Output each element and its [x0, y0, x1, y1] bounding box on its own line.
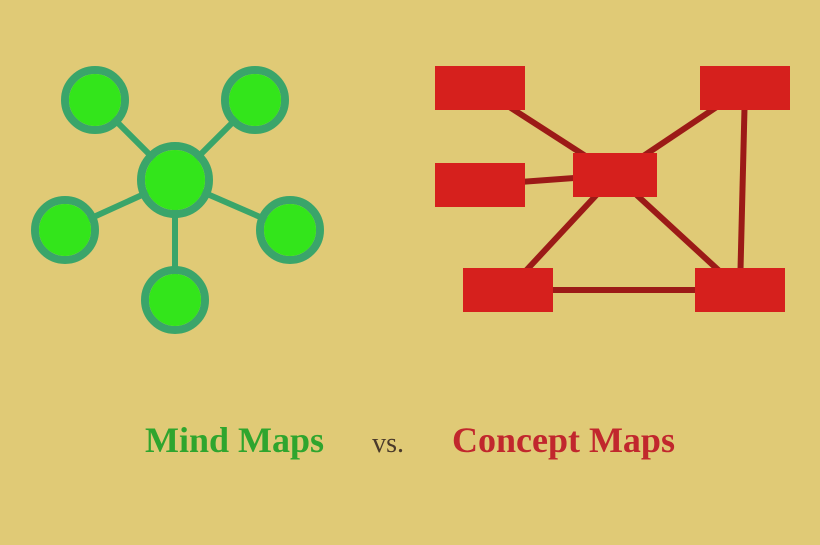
concept-maps-label: Concept Maps	[452, 419, 675, 461]
concept-map-node	[700, 66, 790, 110]
mind-map-node	[39, 204, 91, 256]
labels-row: Mind Maps vs. Concept Maps	[0, 419, 820, 461]
mind-map-node	[69, 74, 121, 126]
concept-map-edge	[740, 88, 745, 290]
mind-map-node	[229, 74, 281, 126]
concept-map-diagram	[435, 66, 790, 312]
mind-map-node	[264, 204, 316, 256]
concept-map-node	[463, 268, 553, 312]
concept-map-node	[435, 163, 525, 207]
diagram-canvas	[0, 0, 820, 545]
concept-map-node	[435, 66, 525, 110]
mind-map-node	[149, 274, 201, 326]
concept-map-node	[695, 268, 785, 312]
mind-maps-label: Mind Maps	[145, 419, 324, 461]
mind-map-node	[145, 150, 205, 210]
mind-map-diagram	[35, 70, 320, 330]
vs-label: vs.	[372, 428, 404, 460]
concept-map-node	[573, 153, 657, 197]
